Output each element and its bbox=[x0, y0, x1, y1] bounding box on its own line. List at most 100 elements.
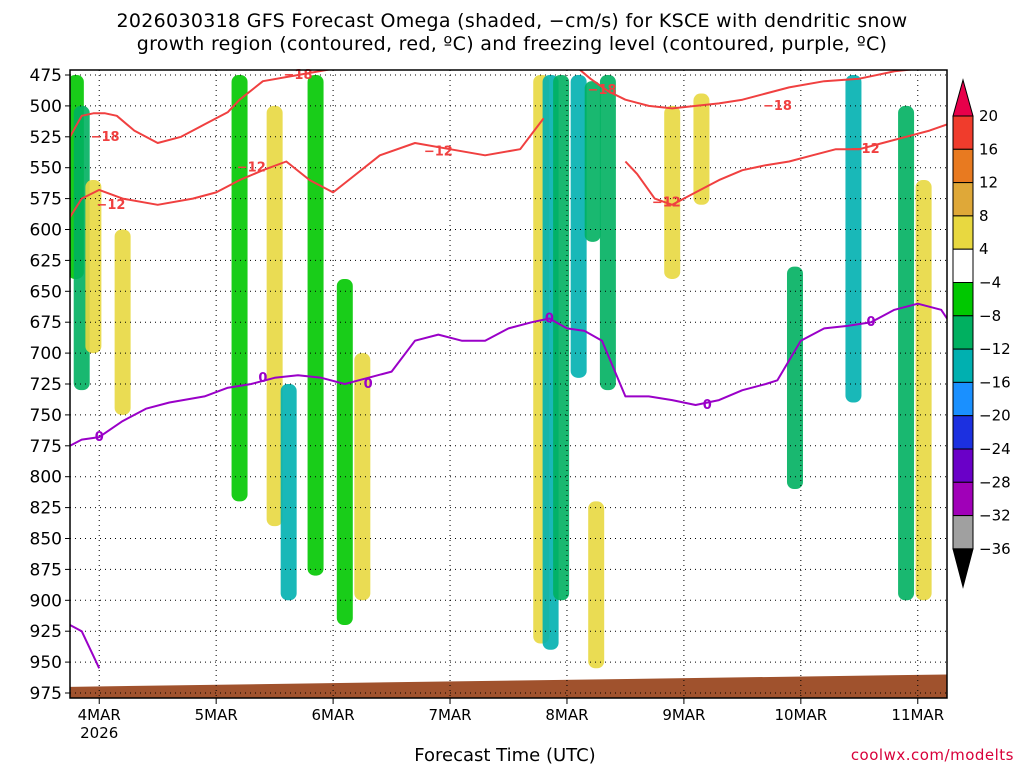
contour-line bbox=[624, 123, 947, 206]
contour-label: −18 bbox=[588, 83, 617, 98]
colorbar-top-arrow bbox=[952, 78, 974, 117]
omega-band bbox=[588, 501, 605, 669]
omega-band bbox=[114, 229, 131, 415]
x-tick-label: 8MAR bbox=[545, 706, 588, 724]
colorbar-tick-label: 4 bbox=[979, 240, 989, 258]
colorbar-segment bbox=[952, 348, 974, 383]
y-tick-label: 975 bbox=[30, 684, 62, 704]
y-tick-label: 575 bbox=[30, 190, 62, 210]
x-tick-label: 4MAR bbox=[78, 706, 121, 724]
contour-label: −18 bbox=[284, 68, 313, 83]
y-tick-label: 900 bbox=[30, 591, 62, 611]
colorbar-segment bbox=[952, 315, 974, 350]
omega-band bbox=[553, 75, 570, 601]
terrain-fill bbox=[70, 674, 947, 698]
colorbar-segment bbox=[952, 215, 974, 250]
y-tick-label: 550 bbox=[30, 159, 62, 179]
contour-label: 0 bbox=[545, 311, 554, 326]
x-tick-label: 6MAR bbox=[312, 706, 355, 724]
colorbar-tick-label: 16 bbox=[979, 140, 998, 158]
colorbar-tick-label: 8 bbox=[979, 207, 989, 225]
omega-band bbox=[664, 105, 681, 279]
contour-label: −18 bbox=[763, 99, 792, 114]
colorbar-segment bbox=[952, 415, 974, 450]
omega-band bbox=[354, 353, 371, 601]
colorbar-tick-label: 20 bbox=[979, 107, 998, 125]
colorbar-segment bbox=[952, 448, 974, 483]
contour-label: 0 bbox=[703, 398, 712, 413]
omega-band bbox=[570, 75, 587, 378]
omega-band bbox=[85, 180, 102, 354]
omega-band bbox=[584, 81, 601, 242]
colorbar-segment bbox=[952, 115, 974, 150]
colorbar-tick-label: −4 bbox=[979, 274, 1001, 292]
x-tick-label: 9MAR bbox=[662, 706, 705, 724]
colorbar-segment bbox=[952, 515, 974, 550]
y-tick-label: 650 bbox=[30, 282, 62, 302]
y-tick-label: 625 bbox=[30, 251, 62, 271]
y-tick-label: 850 bbox=[30, 530, 62, 550]
colorbar-tick-label: −32 bbox=[979, 507, 1011, 525]
contour-line bbox=[578, 70, 916, 110]
colorbar-tick-label: −12 bbox=[979, 340, 1011, 358]
colorbar-tick-label: −8 bbox=[979, 307, 1001, 325]
colorbar-tick-label: −16 bbox=[979, 373, 1011, 391]
omega-band bbox=[280, 384, 297, 601]
colorbar: 20 16 12 8 4 −4 −8 −12 −16 −20 −24 −28 −32 −36 bbox=[952, 78, 1011, 589]
y-tick-label: 600 bbox=[30, 221, 62, 241]
colorbar-segment bbox=[952, 381, 974, 417]
contour-line bbox=[70, 117, 545, 218]
y-tick-label: 775 bbox=[30, 437, 62, 457]
omega-band bbox=[693, 93, 710, 205]
x-tick-label: 11MAR bbox=[891, 706, 944, 724]
contour-label: 0 bbox=[258, 371, 267, 386]
x-tick-label: 5MAR bbox=[195, 706, 238, 724]
colorbar-bottom-arrow bbox=[952, 548, 974, 589]
chart-title-line1: 2026030318 GFS Forecast Omega (shaded, −… bbox=[116, 10, 908, 32]
x-tick-label: 7MAR bbox=[428, 706, 471, 724]
contour-line bbox=[70, 302, 947, 447]
y-tick-label: 875 bbox=[30, 560, 62, 580]
contour-line bbox=[70, 70, 333, 144]
terrain-polygon bbox=[70, 674, 947, 698]
colorbar-tick-label: −36 bbox=[979, 540, 1011, 558]
contour-label: −12 bbox=[851, 142, 880, 157]
y-tick-label: 700 bbox=[30, 344, 62, 364]
contours bbox=[70, 70, 947, 669]
omega-band bbox=[307, 75, 324, 576]
omega-band bbox=[231, 75, 248, 502]
omega-band bbox=[336, 278, 353, 626]
credit-link[interactable]: coolwx.com/modelts bbox=[850, 746, 1014, 764]
colorbar-segment bbox=[952, 481, 974, 517]
y-axis: 475 500 525 550 575 600 625 650 675 700 725 750 775 8… bbox=[30, 66, 70, 704]
contour-label: −12 bbox=[237, 161, 266, 176]
contour-label: −12 bbox=[424, 145, 453, 160]
colorbar-segment bbox=[952, 182, 974, 217]
contour-label: −18 bbox=[91, 130, 120, 145]
omega-band bbox=[599, 75, 616, 391]
y-tick-label: 950 bbox=[30, 653, 62, 673]
omega-band bbox=[845, 75, 862, 403]
contour-label: 0 bbox=[866, 315, 875, 330]
contour-label: −12 bbox=[96, 198, 125, 213]
contour-line bbox=[70, 624, 101, 669]
colorbar-segment bbox=[952, 282, 974, 317]
colorbar-tick-label: 12 bbox=[979, 174, 998, 192]
y-tick-label: 500 bbox=[30, 97, 62, 117]
colorbar-tick-label: −20 bbox=[979, 407, 1011, 425]
grid bbox=[70, 70, 947, 698]
x-axis: 4MAR 5MAR 6MAR 7MAR 8MAR 9MAR 10MAR 11MAR 2026 bbox=[78, 698, 944, 742]
contour-label: 0 bbox=[364, 377, 373, 392]
y-tick-label: 475 bbox=[30, 66, 62, 86]
contour-label: 0 bbox=[95, 430, 104, 445]
x-axis-label: Forecast Time (UTC) bbox=[414, 745, 596, 766]
y-tick-label: 675 bbox=[30, 313, 62, 333]
y-tick-label: 525 bbox=[30, 128, 62, 148]
y-tick-label: 750 bbox=[30, 406, 62, 426]
x-tick-label: 10MAR bbox=[774, 706, 827, 724]
contour-labels: −18 −18 −18 −18 −12 −12 −12 −12 −12 0 0 0 0 0 0 bbox=[91, 68, 880, 445]
colorbar-segment bbox=[952, 248, 974, 283]
y-tick-label: 825 bbox=[30, 499, 62, 519]
colorbar-tick-label: −24 bbox=[979, 440, 1011, 458]
